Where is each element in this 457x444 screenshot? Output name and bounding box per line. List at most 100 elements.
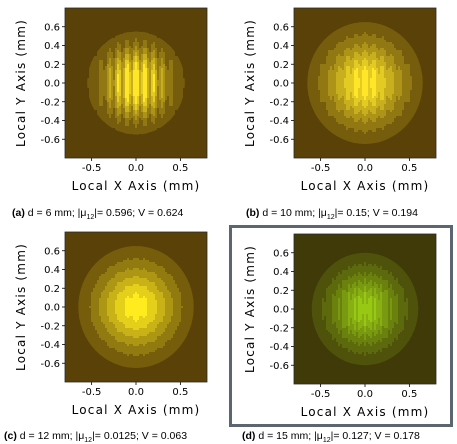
intensity-cell <box>133 78 135 80</box>
intensity-cell <box>115 78 117 80</box>
intensity-cell <box>374 70 376 72</box>
intensity-cell <box>404 66 406 68</box>
intensity-cell <box>310 70 312 72</box>
intensity-cell <box>91 82 93 84</box>
intensity-cell <box>356 114 358 116</box>
intensity-cell <box>376 118 378 120</box>
intensity-cell <box>400 90 402 92</box>
intensity-cell <box>334 48 336 50</box>
intensity-cell <box>372 104 374 106</box>
intensity-cell <box>167 80 169 82</box>
intensity-cell <box>334 76 336 78</box>
intensity-cell <box>99 76 101 78</box>
intensity-cell <box>109 54 111 56</box>
intensity-cell <box>350 114 352 116</box>
intensity-cell <box>352 114 354 116</box>
intensity-cell <box>159 66 161 68</box>
intensity-cell <box>406 80 408 82</box>
intensity-cell <box>366 124 368 126</box>
intensity-cell <box>382 68 384 70</box>
intensity-cell <box>342 82 344 84</box>
intensity-cell <box>370 118 372 120</box>
intensity-cell <box>396 90 398 92</box>
intensity-cell <box>348 32 350 34</box>
intensity-cell <box>320 76 322 78</box>
intensity-cell <box>340 108 342 110</box>
intensity-cell <box>328 84 330 86</box>
intensity-cell <box>336 74 338 76</box>
intensity-cell <box>338 42 340 44</box>
intensity-cell <box>392 116 394 118</box>
intensity-cell <box>165 120 167 122</box>
intensity-cell <box>322 114 324 116</box>
intensity-cell <box>364 122 366 124</box>
intensity-cell <box>314 58 316 60</box>
intensity-cell <box>113 108 115 110</box>
intensity-cell <box>117 110 119 112</box>
intensity-cell <box>338 134 340 136</box>
intensity-cell <box>141 46 143 48</box>
intensity-cell <box>388 100 390 102</box>
intensity-cell <box>137 44 139 46</box>
intensity-cell <box>334 126 336 128</box>
intensity-cell <box>352 134 354 136</box>
intensity-cell <box>380 138 382 140</box>
intensity-cell <box>352 44 354 46</box>
intensity-cell <box>151 68 153 70</box>
intensity-cell <box>95 78 97 80</box>
intensity-cell <box>131 44 133 46</box>
intensity-cell <box>382 124 384 126</box>
intensity-cell <box>392 52 394 54</box>
intensity-cell <box>398 62 400 64</box>
intensity-cell <box>316 96 318 98</box>
intensity-cell <box>101 58 103 60</box>
intensity-cell <box>392 48 394 50</box>
intensity-cell <box>398 112 400 114</box>
intensity-cell <box>366 24 368 26</box>
intensity-cell <box>330 114 332 116</box>
intensity-cell <box>147 54 149 56</box>
intensity-cell <box>352 116 354 118</box>
intensity-cell <box>171 108 173 110</box>
intensity-cell <box>346 28 348 30</box>
intensity-cell <box>344 124 346 126</box>
intensity-cell <box>350 98 352 100</box>
intensity-cell <box>386 30 388 32</box>
intensity-cell <box>384 64 386 66</box>
intensity-cell <box>99 94 101 96</box>
intensity-cell <box>352 132 354 134</box>
intensity-cell <box>99 92 101 94</box>
intensity-cell <box>109 104 111 106</box>
intensity-cell <box>366 22 368 24</box>
intensity-cell <box>368 108 370 110</box>
intensity-cell <box>354 98 356 100</box>
intensity-cell <box>111 118 113 120</box>
intensity-cell <box>396 76 398 78</box>
intensity-cell <box>384 120 386 122</box>
intensity-cell <box>378 40 380 42</box>
intensity-cell <box>171 110 173 112</box>
intensity-cell <box>155 94 157 96</box>
intensity-cell <box>408 78 410 80</box>
intensity-cell <box>316 78 318 80</box>
intensity-cell <box>388 120 390 122</box>
intensity-cell <box>139 76 141 78</box>
intensity-cell <box>101 76 103 78</box>
intensity-cell <box>388 94 390 96</box>
intensity-cell <box>338 76 340 78</box>
intensity-cell <box>372 94 374 96</box>
intensity-cell <box>111 70 113 72</box>
intensity-cell <box>161 44 163 46</box>
intensity-cell <box>320 74 322 76</box>
intensity-cell <box>348 62 350 64</box>
intensity-cell <box>155 78 157 80</box>
intensity-cell <box>119 120 121 122</box>
intensity-cell <box>127 84 129 86</box>
intensity-cell <box>157 108 159 110</box>
intensity-cell <box>320 78 322 80</box>
intensity-cell <box>364 114 366 116</box>
intensity-cell <box>121 92 123 94</box>
intensity-cell <box>338 30 340 32</box>
intensity-cell <box>336 126 338 128</box>
intensity-cell <box>366 66 368 68</box>
